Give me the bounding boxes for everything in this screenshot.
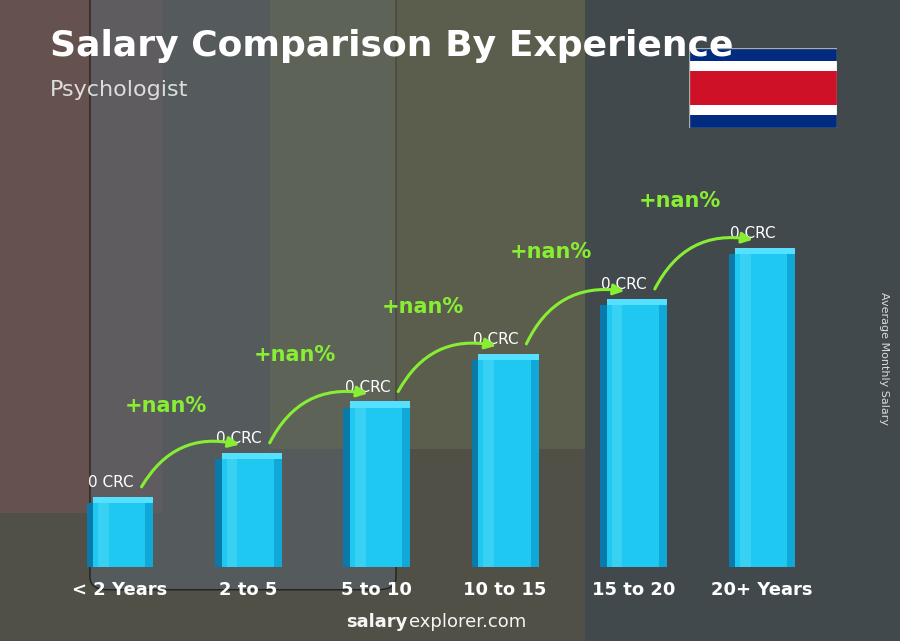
Text: 0 CRC: 0 CRC — [473, 332, 518, 347]
Bar — [735, 254, 796, 567]
Bar — [688, 48, 837, 62]
Bar — [479, 360, 538, 567]
Bar — [607, 299, 667, 305]
Text: 0 CRC: 0 CRC — [216, 431, 262, 446]
Bar — [688, 105, 837, 115]
Bar — [740, 254, 751, 567]
FancyBboxPatch shape — [90, 0, 396, 590]
Bar — [788, 254, 796, 567]
Text: +nan%: +nan% — [510, 242, 592, 262]
Bar — [94, 503, 154, 567]
Text: Average Monthly Salary: Average Monthly Salary — [878, 292, 889, 426]
Text: explorer.com: explorer.com — [410, 613, 526, 631]
Bar — [607, 305, 667, 567]
Bar — [86, 503, 94, 567]
Bar — [227, 459, 238, 567]
Bar — [350, 408, 410, 567]
Bar — [735, 247, 796, 254]
Bar — [0, 0, 162, 513]
Bar — [688, 115, 837, 128]
Text: 0 CRC: 0 CRC — [345, 379, 391, 395]
Text: 0 CRC: 0 CRC — [730, 226, 776, 241]
Bar — [221, 453, 282, 459]
Text: 0 CRC: 0 CRC — [601, 277, 647, 292]
Bar — [530, 360, 538, 567]
Text: Salary Comparison By Experience: Salary Comparison By Experience — [50, 29, 733, 63]
Bar — [688, 71, 837, 105]
Bar — [483, 360, 494, 567]
Bar — [479, 354, 538, 360]
Bar — [350, 401, 410, 408]
Bar — [402, 408, 410, 567]
Bar — [274, 459, 282, 567]
Bar — [94, 497, 154, 503]
Text: 0 CRC: 0 CRC — [88, 475, 133, 490]
Bar — [728, 254, 735, 567]
Text: +nan%: +nan% — [638, 191, 721, 211]
Text: salary: salary — [346, 613, 408, 631]
Text: +nan%: +nan% — [382, 297, 464, 317]
Bar — [355, 408, 365, 567]
Text: +nan%: +nan% — [125, 396, 207, 416]
Bar — [270, 0, 585, 449]
Text: Psychologist: Psychologist — [50, 80, 188, 100]
Bar — [221, 459, 282, 567]
Bar — [585, 0, 900, 641]
Bar — [98, 503, 109, 567]
Bar — [600, 305, 607, 567]
Bar — [612, 305, 623, 567]
Bar — [688, 62, 837, 71]
Bar — [146, 503, 154, 567]
Bar — [472, 360, 479, 567]
Bar — [659, 305, 667, 567]
Bar — [215, 459, 221, 567]
Text: +nan%: +nan% — [253, 345, 336, 365]
Bar — [344, 408, 350, 567]
